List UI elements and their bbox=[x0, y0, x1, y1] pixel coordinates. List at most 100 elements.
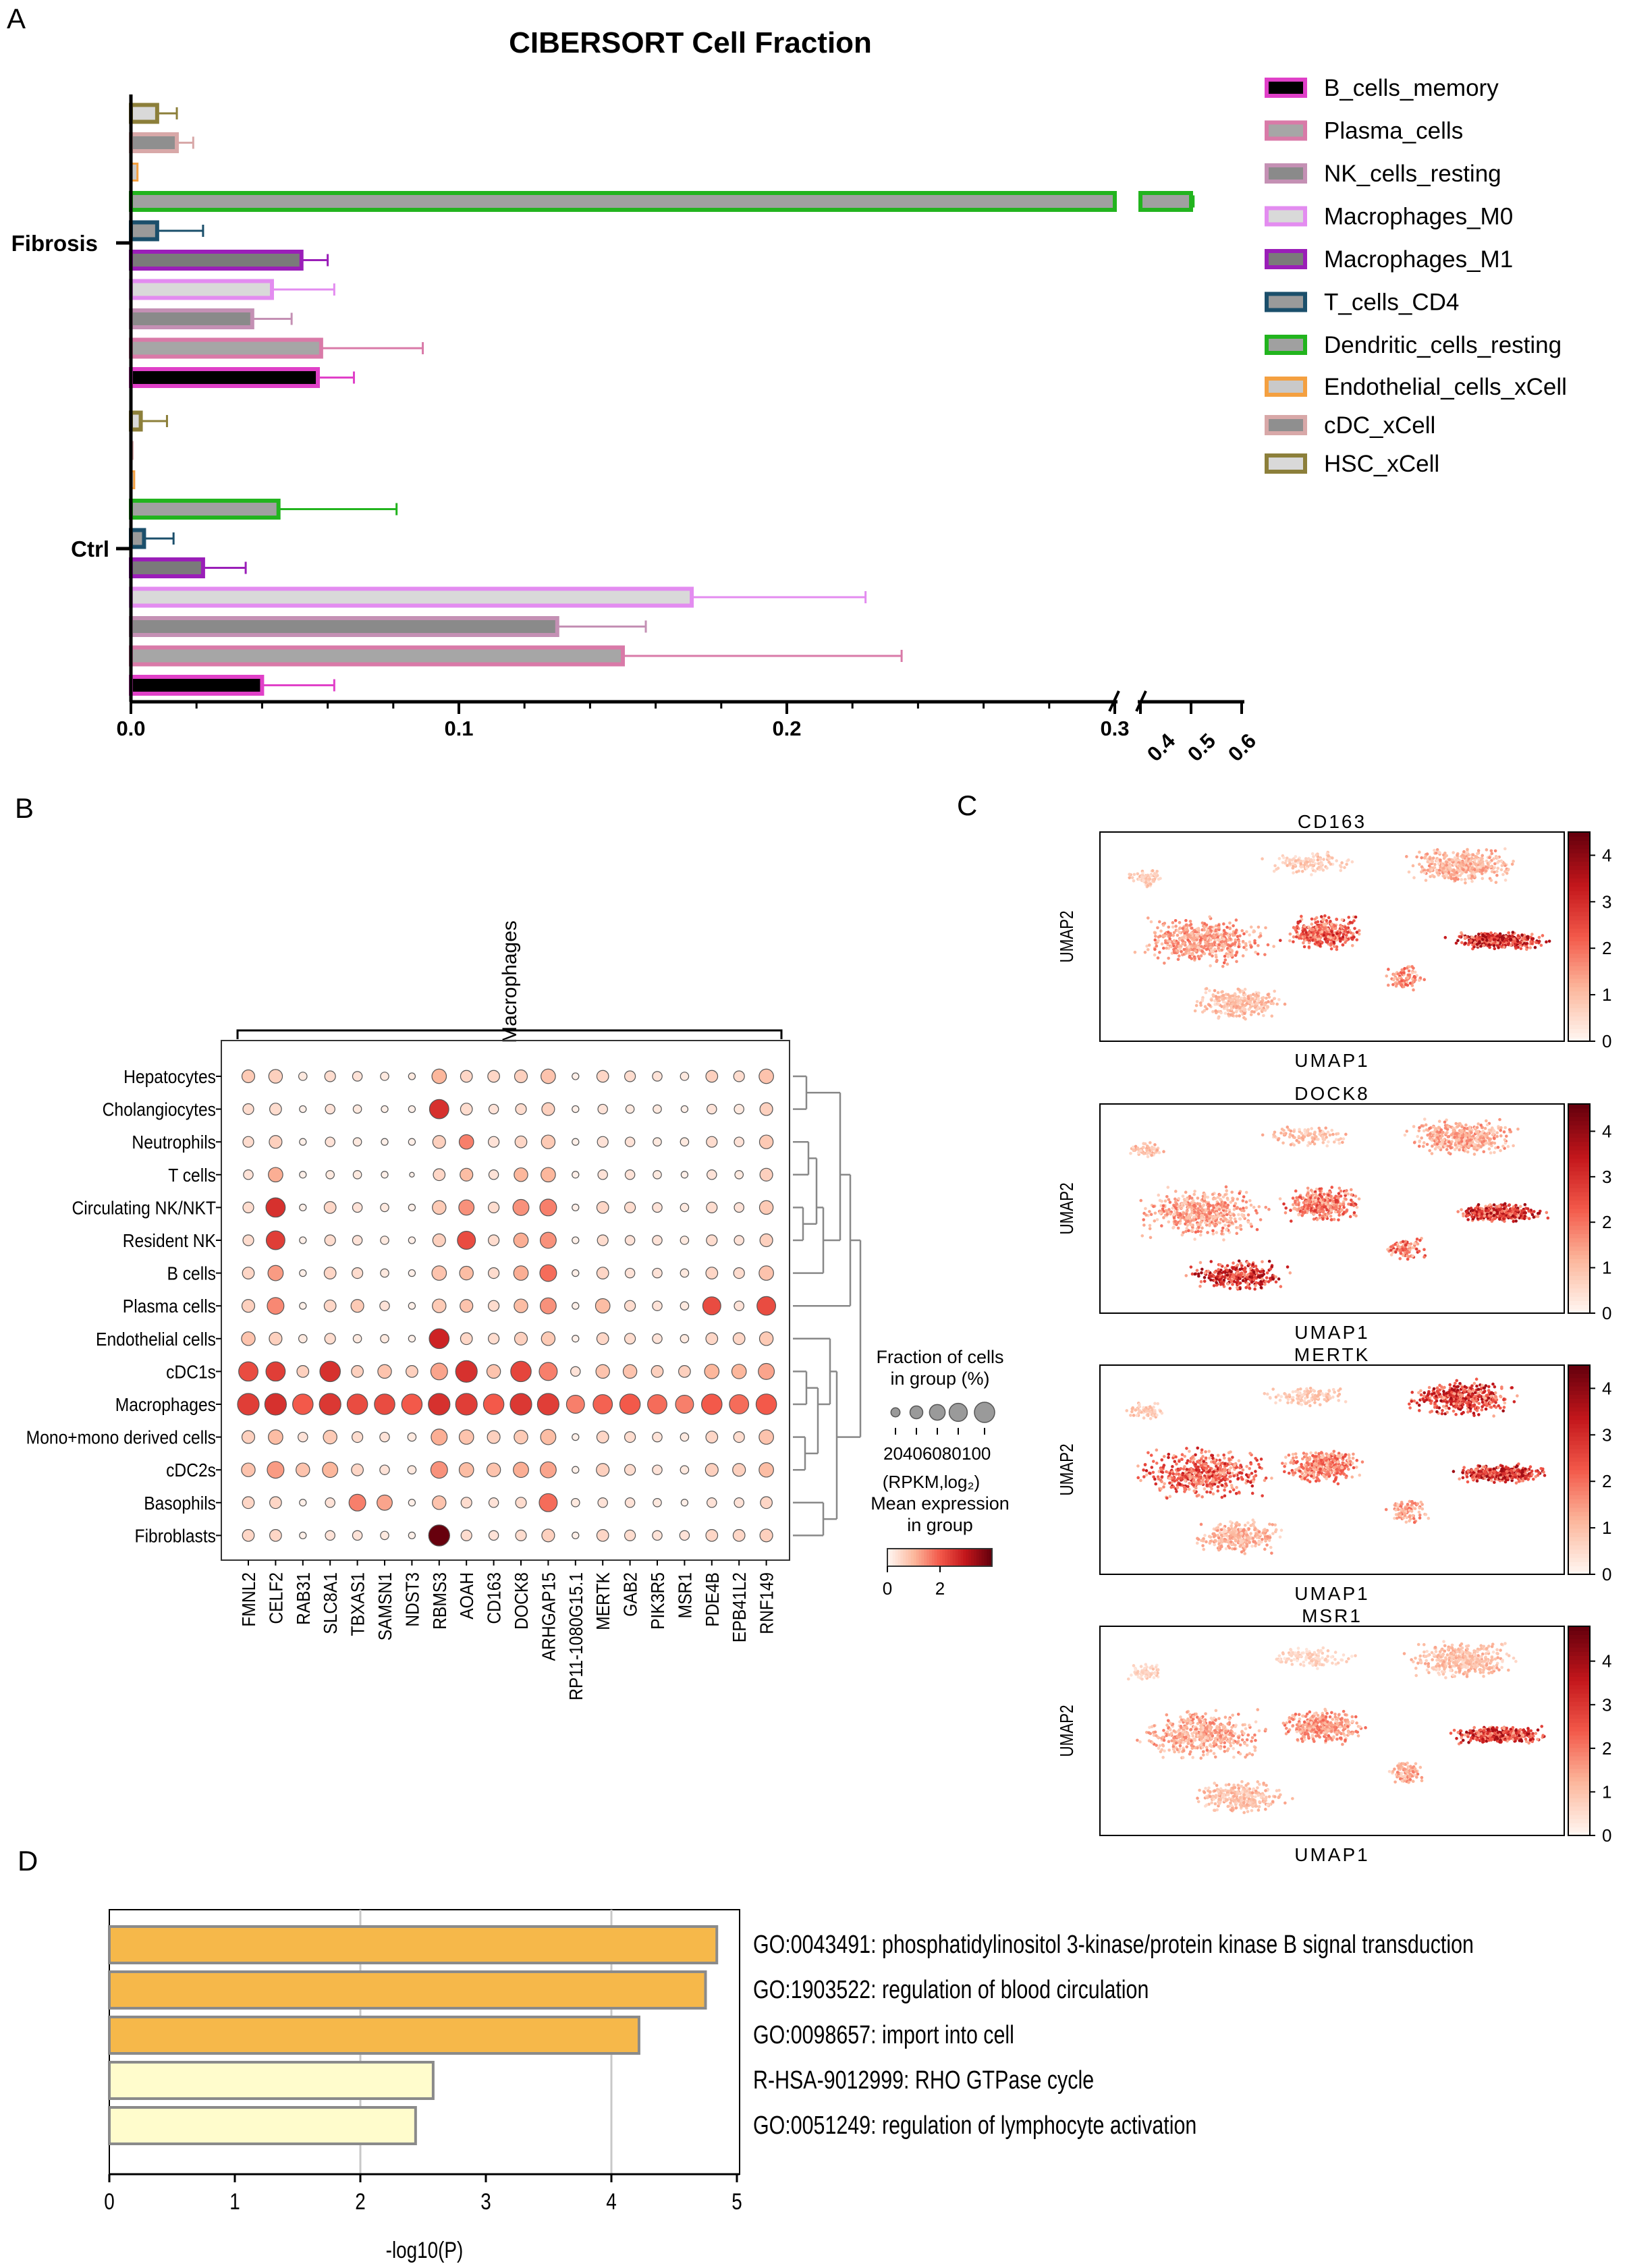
umap-cell bbox=[1404, 983, 1408, 987]
umap-cell bbox=[1340, 861, 1344, 864]
umap-cell bbox=[1229, 1216, 1233, 1220]
umap-cell bbox=[1464, 935, 1467, 939]
umap-cell bbox=[1473, 858, 1476, 862]
dot bbox=[380, 1334, 389, 1344]
dot bbox=[488, 1530, 499, 1541]
dot bbox=[352, 1137, 362, 1146]
umap-cell bbox=[1155, 1218, 1159, 1221]
umap-cell bbox=[1444, 873, 1448, 876]
umap-cell bbox=[1452, 862, 1456, 866]
bar-macrophages_m0 bbox=[129, 279, 274, 300]
umap-cell bbox=[1259, 932, 1263, 935]
colorbar-segment bbox=[976, 1549, 980, 1566]
umap-cell bbox=[1313, 1196, 1317, 1200]
dot bbox=[351, 1267, 364, 1279]
umap-cell bbox=[1467, 853, 1470, 857]
umap-cell bbox=[1144, 1207, 1147, 1211]
umap-cell bbox=[1210, 1275, 1213, 1278]
umap-cell bbox=[1231, 1283, 1234, 1286]
umap-cell bbox=[1213, 989, 1217, 993]
dot bbox=[734, 1170, 744, 1180]
dot bbox=[408, 1302, 416, 1310]
umap-colorbar-segment bbox=[1568, 991, 1590, 996]
x-tick-label: 0.3 bbox=[1100, 717, 1129, 740]
dot bbox=[758, 1200, 774, 1215]
umap-cell bbox=[1269, 1267, 1273, 1271]
umap-cell bbox=[1329, 862, 1333, 866]
dot bbox=[381, 1171, 389, 1179]
umap-cell bbox=[1221, 1270, 1225, 1274]
umap-cell bbox=[1337, 934, 1341, 938]
umap-cell bbox=[1241, 1199, 1245, 1202]
umap-cell bbox=[1185, 1209, 1189, 1213]
umap-cell bbox=[1321, 1214, 1325, 1218]
umap-cell bbox=[1441, 864, 1444, 868]
umap-cell bbox=[1200, 1271, 1203, 1275]
umap-cell bbox=[1407, 969, 1411, 973]
umap-cell bbox=[1179, 1213, 1182, 1217]
dot bbox=[487, 1333, 500, 1345]
dot bbox=[324, 1070, 336, 1082]
umap-colorbar-segment bbox=[1568, 853, 1590, 858]
umap-cell bbox=[1315, 853, 1318, 857]
umap-cell bbox=[1236, 1263, 1240, 1267]
umap-cell bbox=[1225, 1228, 1228, 1232]
umap-cell bbox=[1209, 929, 1213, 933]
dot bbox=[539, 1493, 558, 1512]
umap-cell bbox=[1466, 848, 1469, 852]
umap-cell bbox=[1211, 936, 1215, 940]
dot bbox=[242, 1201, 254, 1214]
umap-cell bbox=[1470, 1215, 1474, 1219]
umap-colorbar-segment bbox=[1568, 941, 1590, 945]
dot bbox=[541, 1528, 555, 1543]
umap-colorbar-segment bbox=[1568, 999, 1590, 1004]
legend-swatch-cdc_xcell bbox=[1265, 415, 1307, 435]
umap-cell bbox=[1470, 866, 1474, 870]
umap-cell bbox=[1310, 866, 1315, 870]
umap-cell bbox=[1209, 938, 1213, 942]
umap-cell bbox=[1327, 916, 1331, 920]
dot bbox=[408, 1335, 416, 1343]
dot bbox=[541, 1068, 556, 1084]
umap-cell bbox=[1536, 1215, 1540, 1219]
gene-label: AOAH bbox=[456, 1572, 478, 1620]
umap-cell bbox=[1508, 1128, 1512, 1132]
dot bbox=[325, 1136, 335, 1147]
umap-cell bbox=[1302, 941, 1305, 945]
umap-cell bbox=[1139, 1149, 1142, 1153]
umap-cell bbox=[1159, 877, 1162, 881]
umap-cell bbox=[1279, 1285, 1283, 1288]
umap-cell bbox=[1188, 920, 1192, 923]
umap-cell bbox=[1327, 935, 1330, 939]
umap-cell bbox=[1193, 1190, 1196, 1193]
umap-cell bbox=[1223, 958, 1227, 962]
umap-cell bbox=[1315, 1187, 1319, 1191]
umap-cell bbox=[1400, 979, 1404, 983]
umap-cell bbox=[1494, 881, 1498, 884]
umap-cell bbox=[1482, 943, 1485, 947]
umap-cell bbox=[1322, 923, 1326, 926]
umap-cell bbox=[1239, 1009, 1243, 1013]
umap-cell bbox=[1225, 1196, 1230, 1200]
umap-cell bbox=[1339, 868, 1343, 873]
umap-cell bbox=[1492, 1214, 1496, 1217]
umap-cell bbox=[1424, 879, 1428, 882]
umap-cell bbox=[1506, 868, 1510, 872]
umap-cell bbox=[1203, 1279, 1207, 1283]
umap-cell bbox=[1313, 1209, 1317, 1213]
umap-cell bbox=[1136, 1146, 1140, 1150]
dot bbox=[758, 1462, 774, 1478]
umap-cell bbox=[1454, 1143, 1458, 1147]
umap-cell bbox=[1464, 941, 1467, 945]
umap-colorbar-segment bbox=[1568, 945, 1590, 950]
umap-cell bbox=[1242, 945, 1246, 949]
umap-cell bbox=[1445, 863, 1449, 867]
colorbar-segment bbox=[981, 1549, 985, 1566]
umap-cell bbox=[1456, 874, 1460, 878]
dot bbox=[488, 1169, 499, 1180]
umap-cell bbox=[1248, 1001, 1252, 1004]
dot bbox=[269, 1529, 282, 1542]
umap-cell bbox=[1481, 877, 1485, 881]
dot bbox=[653, 1104, 662, 1114]
umap-cell bbox=[1166, 943, 1169, 947]
